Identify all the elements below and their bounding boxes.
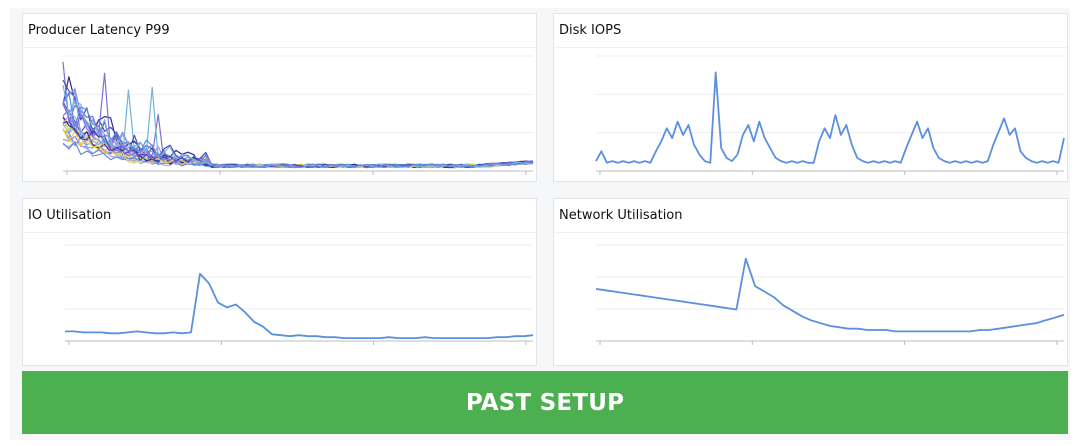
panel-title: Disk IOPS — [559, 23, 622, 38]
series-line — [65, 272, 534, 339]
series-line — [595, 257, 1065, 333]
latency-series-line — [62, 61, 534, 169]
io-utilisation-chart — [65, 244, 534, 345]
panel-title: Network Utilisation — [559, 208, 683, 223]
panel-title: IO Utilisation — [28, 208, 112, 223]
panel-title: Producer Latency P99 — [28, 23, 170, 38]
past-setup-button[interactable]: PAST SETUP — [22, 371, 1068, 434]
disk-iops-panel: Disk IOPS — [553, 13, 1068, 182]
divider — [23, 47, 536, 48]
network-utilisation-chart — [595, 244, 1065, 345]
producer-latency-chart — [62, 55, 534, 175]
network-utilisation-panel: Network Utilisation — [553, 198, 1068, 366]
latency-series-line — [62, 91, 534, 169]
divider — [23, 232, 536, 233]
divider — [554, 47, 1067, 48]
disk-iops-chart — [595, 55, 1065, 175]
io-utilisation-panel: IO Utilisation — [22, 198, 537, 366]
past-setup-label: PAST SETUP — [465, 389, 625, 416]
latency-series-line — [62, 72, 534, 169]
divider — [554, 232, 1067, 233]
series-line — [595, 71, 1065, 164]
producer-latency-panel: Producer Latency P99 — [22, 13, 537, 182]
